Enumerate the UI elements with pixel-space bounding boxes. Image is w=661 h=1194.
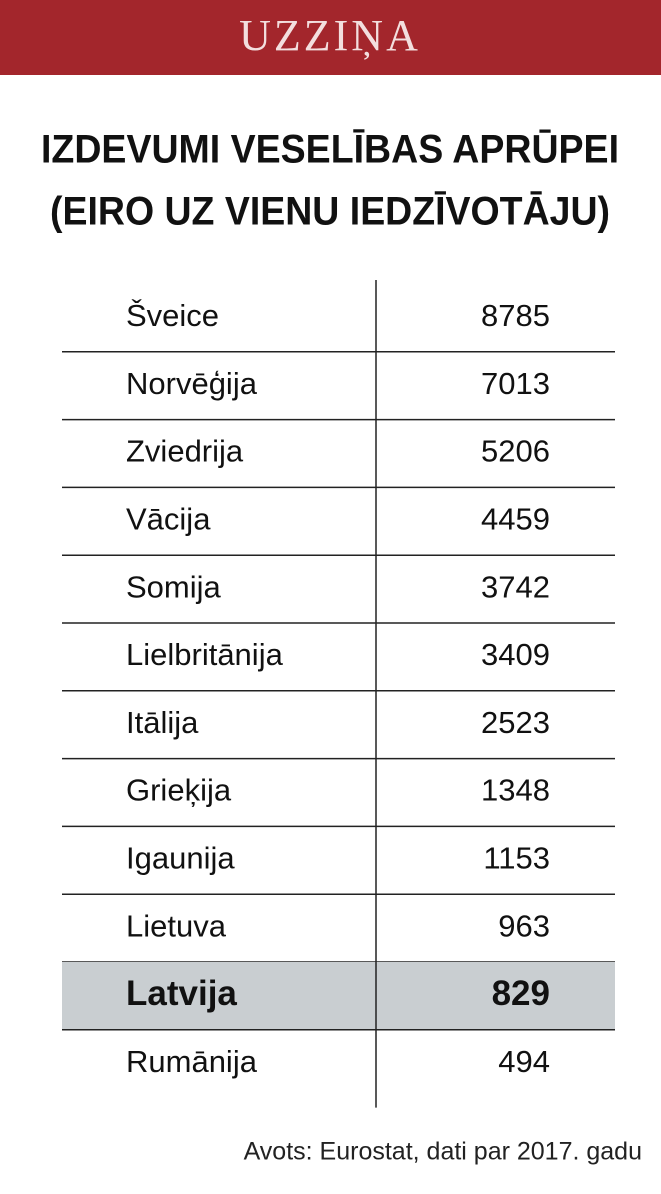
- value: 3409: [481, 637, 550, 672]
- country: Itālija: [126, 705, 199, 740]
- value: 4459: [481, 501, 550, 536]
- country: Somija: [126, 569, 222, 604]
- value: 494: [498, 1044, 550, 1079]
- value: 1348: [481, 773, 550, 808]
- country: Šveice: [126, 298, 219, 333]
- title-line: (EIRO UZ VIENU IEDZĪVOTĀJU): [50, 190, 610, 234]
- value: 1153: [483, 840, 550, 875]
- country: Lietuva: [126, 908, 227, 943]
- banner: [0, 0, 661, 75]
- value: 5206: [481, 434, 550, 469]
- title-line: IZDEVUMI VESELĪBAS APRŪPEI: [41, 128, 619, 172]
- value: 8785: [481, 298, 550, 333]
- value: 3742: [481, 569, 550, 604]
- value: 2523: [481, 705, 550, 740]
- country: Lielbritānija: [126, 637, 284, 672]
- source: Avots: Eurostat, dati par 2017. gadu: [244, 1138, 642, 1166]
- country: Norvēģija: [126, 366, 258, 401]
- country: Igaunija: [126, 840, 235, 875]
- banner-label: UZZIŅA: [239, 11, 421, 60]
- value: 963: [498, 908, 550, 943]
- highlight-row: [62, 962, 615, 1030]
- value: 829: [492, 974, 550, 1013]
- table: Šveice 8785 Norvēģija 7013 Zviedrija 5206 Vāci…: [62, 280, 615, 1108]
- country: Zviedrija: [126, 434, 244, 469]
- country: Latvija: [126, 974, 237, 1013]
- value: 7013: [481, 366, 550, 401]
- country: Vācija: [126, 501, 211, 536]
- country: Rumānija: [126, 1044, 258, 1079]
- country: Grieķija: [126, 773, 232, 808]
